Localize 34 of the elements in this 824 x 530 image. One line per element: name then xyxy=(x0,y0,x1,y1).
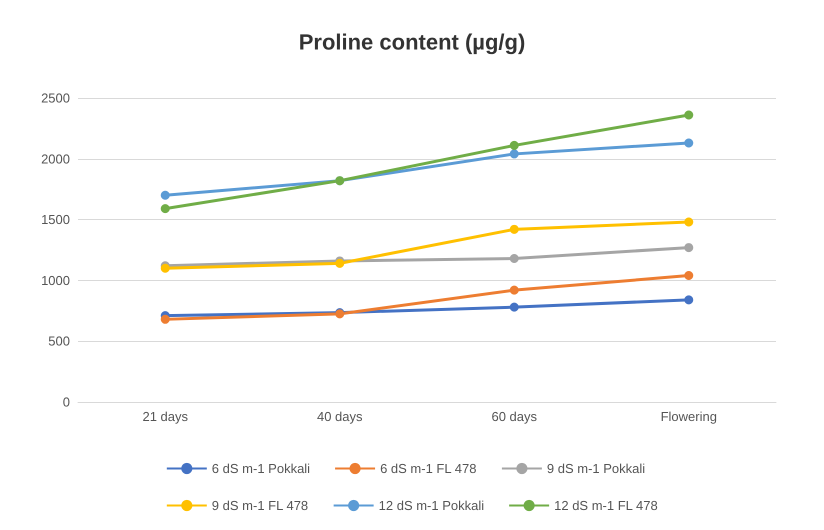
x-tick-label: 21 days xyxy=(142,409,189,424)
point xyxy=(160,314,170,324)
point xyxy=(684,110,694,120)
point xyxy=(510,302,519,312)
x-tick-label: 40 days xyxy=(316,409,364,424)
point xyxy=(684,243,694,252)
legend-label: 6 dS m-1 FL 478 xyxy=(380,461,476,476)
y-tick-label: 2000 xyxy=(41,151,70,166)
point xyxy=(510,149,519,158)
x-tick-label: 60 days xyxy=(491,409,538,424)
point xyxy=(684,271,694,280)
point xyxy=(510,286,519,295)
legend-label: 12 dS m-1 FL 478 xyxy=(554,498,658,513)
legend-label: 12 dS m-1 Pokkali xyxy=(378,498,484,513)
point xyxy=(684,138,694,148)
legend-label: 9 dS m-1 Pokkali xyxy=(546,461,646,476)
point xyxy=(335,258,344,268)
legend-label: 9 dS m-1 FL 478 xyxy=(212,498,308,513)
point xyxy=(160,264,170,273)
point xyxy=(160,190,170,200)
point xyxy=(510,224,519,234)
point xyxy=(160,204,170,214)
point xyxy=(510,140,519,150)
chart-title: Proline content (µg/g) xyxy=(298,30,526,54)
y-tick-label: 1500 xyxy=(41,212,70,228)
y-tick-label: 1000 xyxy=(41,272,70,288)
y-tick-label: 0 xyxy=(62,394,70,410)
point xyxy=(684,218,694,227)
x-tick-label: Flowering xyxy=(660,409,717,424)
legend-label: 6 dS m-1 Pokkali xyxy=(212,461,310,476)
point xyxy=(684,295,694,304)
y-tick-label: 2500 xyxy=(41,90,70,106)
y-tick-label: 500 xyxy=(48,334,70,349)
point xyxy=(510,254,519,264)
